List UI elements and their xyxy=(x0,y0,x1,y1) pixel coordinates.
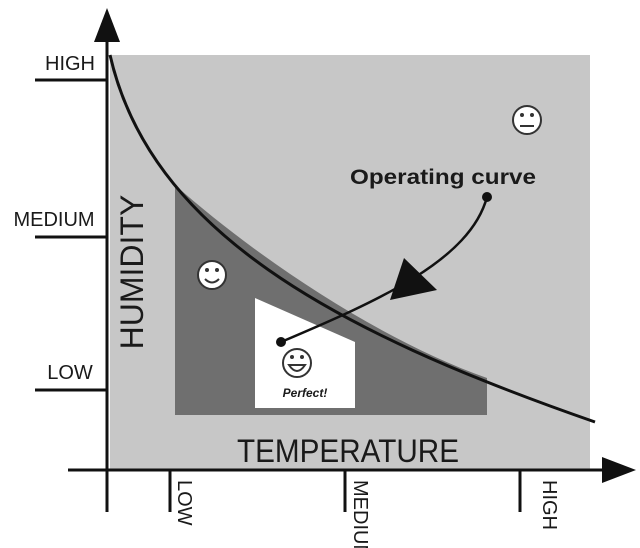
operating-curve xyxy=(108,54,596,424)
pointer-arrow xyxy=(390,258,437,300)
x-tick-label: HIGH xyxy=(538,480,560,530)
curve-label: Operating curve xyxy=(350,166,536,189)
neutral-face xyxy=(512,105,542,135)
x-tick-label: MEDIUM xyxy=(349,480,371,548)
pointer-dot xyxy=(482,192,492,202)
y-tick-label: LOW xyxy=(47,362,93,384)
optimum-label: Perfect! xyxy=(283,386,328,400)
y-tick-label: MEDIUM xyxy=(13,209,94,231)
pointer-dot xyxy=(276,337,286,347)
grin-face xyxy=(282,348,312,378)
dark-region xyxy=(175,185,487,415)
x-tick-label: LOW xyxy=(173,480,195,526)
y-axis-title: HUMIDITY xyxy=(114,195,150,350)
smile-face xyxy=(197,260,227,290)
x-axis-title: TEMPERATURE xyxy=(237,433,459,469)
y-arrow xyxy=(94,8,120,42)
y-tick-label: HIGH xyxy=(45,53,95,75)
x-arrow xyxy=(602,457,636,483)
